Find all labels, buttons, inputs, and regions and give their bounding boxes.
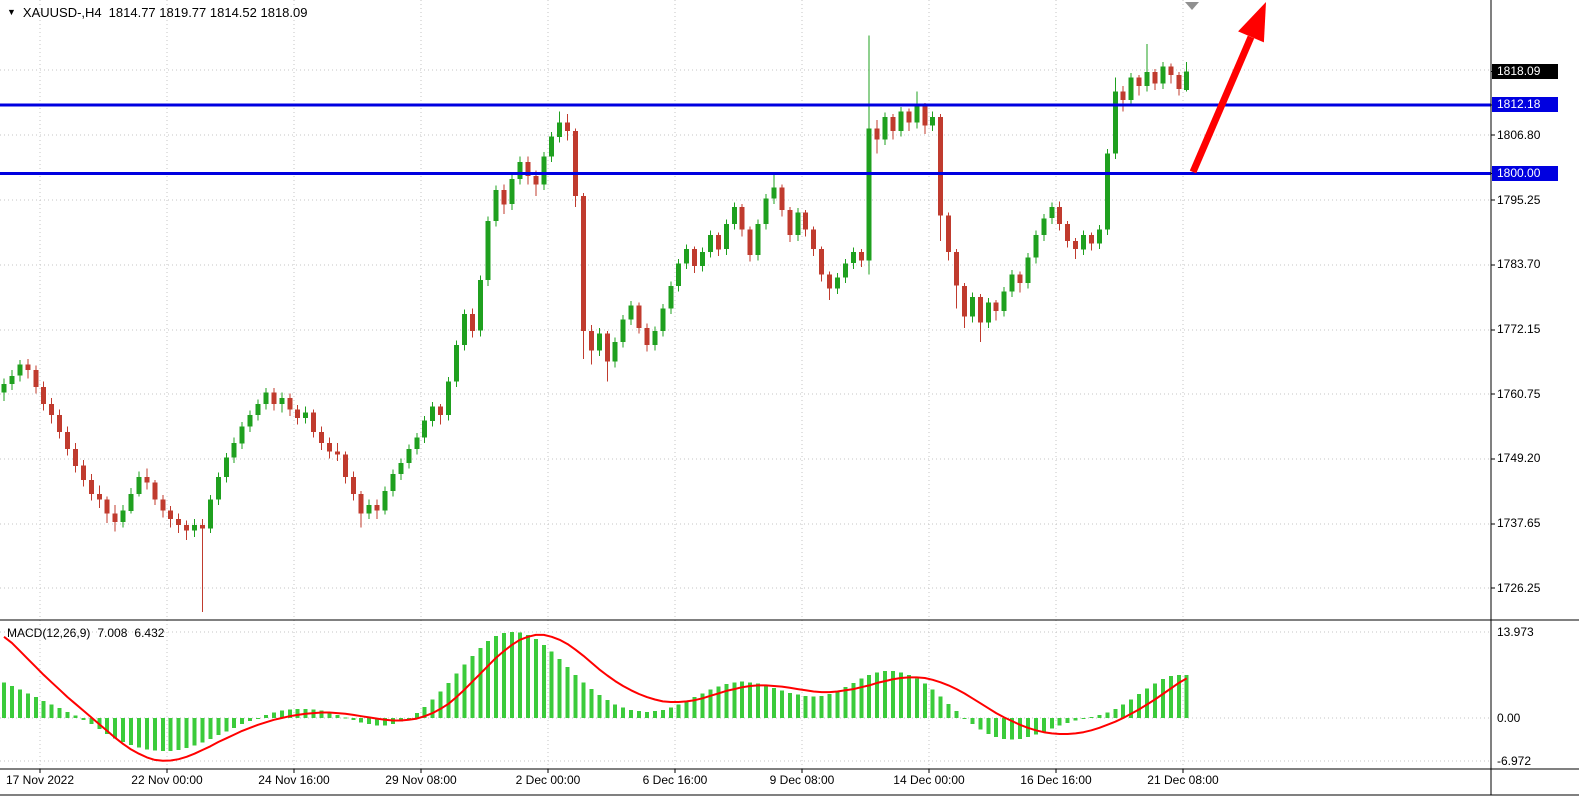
time-axis-label: 21 Dec 08:00 bbox=[1147, 773, 1219, 787]
collapse-arrow-icon[interactable]: ▼ bbox=[7, 7, 16, 17]
candles-layer bbox=[1, 35, 1190, 612]
chart-shift-marker-icon[interactable] bbox=[1185, 2, 1199, 10]
trend-arrow[interactable] bbox=[1189, 2, 1266, 174]
current-price-tag: 1818.09 bbox=[1492, 64, 1558, 80]
price-axis-label: 1749.20 bbox=[1497, 451, 1541, 466]
macd-axis-label: 0.00 bbox=[1497, 711, 1521, 725]
time-axis-label: 6 Dec 16:00 bbox=[642, 773, 708, 787]
price-axis-label: 1726.25 bbox=[1497, 580, 1541, 595]
time-axis-label: 29 Nov 08:00 bbox=[385, 773, 457, 787]
time-axis-label: 9 Dec 08:00 bbox=[769, 773, 835, 787]
macd-histogram-layer bbox=[2, 631, 1189, 752]
symbol-timeframe-label: XAUUSD-,H4 bbox=[22, 5, 102, 20]
macd-axis-label: -6.972 bbox=[1497, 753, 1532, 768]
level-price-tag: 1812.18 bbox=[1492, 97, 1558, 113]
price-axis-label: 1783.70 bbox=[1497, 257, 1541, 272]
price-axis-label: 1806.80 bbox=[1497, 127, 1541, 142]
macd-signal-value: 6.432 bbox=[134, 626, 165, 640]
support-resistance-lines[interactable] bbox=[0, 103, 1491, 175]
time-axis-label: 22 Nov 00:00 bbox=[131, 773, 203, 787]
ohlc-values: 1814.77 1819.77 1814.52 1818.09 bbox=[108, 5, 308, 20]
price-axis-label: 1737.65 bbox=[1497, 516, 1541, 531]
price-axis-label: 1795.25 bbox=[1497, 192, 1541, 207]
macd-signal-line bbox=[3, 633, 1188, 762]
chart-header: ▼ XAUUSD-,H4 1814.77 1819.77 1814.52 181… bbox=[7, 5, 307, 20]
time-axis-label: 2 Dec 00:00 bbox=[515, 773, 581, 787]
grid-layer bbox=[0, 0, 1491, 769]
macd-indicator-label: MACD(12,26,9) bbox=[7, 626, 91, 640]
macd-axis-label: 13.973 bbox=[1497, 624, 1534, 639]
time-axis-label: 16 Dec 16:00 bbox=[1020, 773, 1092, 787]
price-axis-label: 1772.15 bbox=[1497, 322, 1541, 337]
time-axis-label: 17 Nov 2022 bbox=[5, 773, 75, 787]
time-axis-label: 14 Dec 00:00 bbox=[893, 773, 965, 787]
level-price-tag: 1800.00 bbox=[1492, 165, 1558, 181]
price-axis-label: 1760.75 bbox=[1497, 386, 1541, 401]
macd-main-value: 7.008 bbox=[97, 626, 128, 640]
time-axis-label: 24 Nov 16:00 bbox=[258, 773, 330, 787]
macd-header: MACD(12,26,9) 7.008 6.432 bbox=[7, 626, 164, 640]
